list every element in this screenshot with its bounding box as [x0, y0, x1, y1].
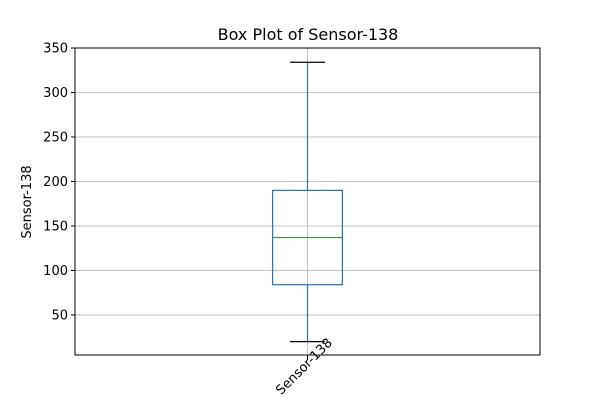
x-tick-label: Sensor-138 — [273, 336, 335, 398]
plot-frame — [74, 47, 541, 356]
y-axis-label: Sensor-138 — [20, 165, 35, 238]
y-tick-label: 100 — [43, 264, 68, 279]
y-tick-label: 300 — [43, 86, 68, 101]
y-tick-label: 150 — [43, 219, 68, 234]
chart-title: Box Plot of Sensor-138 — [218, 25, 399, 44]
y-tick-label: 200 — [43, 175, 68, 190]
y-tick-label: 350 — [43, 42, 68, 57]
y-tick-label: 250 — [43, 130, 68, 145]
y-tick-label: 50 — [51, 308, 68, 323]
